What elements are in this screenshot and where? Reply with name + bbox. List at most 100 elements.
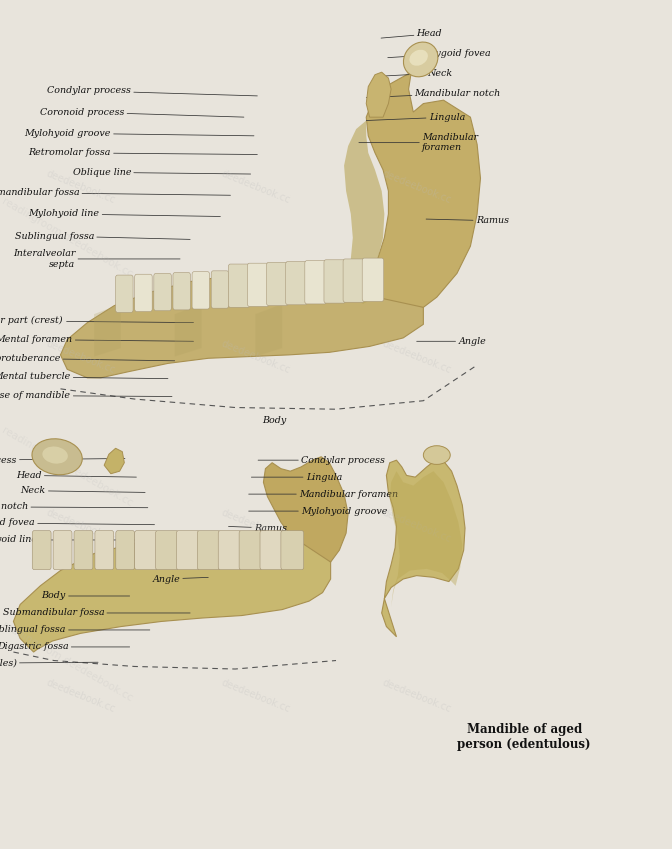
- Polygon shape: [344, 121, 384, 304]
- Text: Oblique line: Oblique line: [73, 168, 251, 177]
- Text: Ramus: Ramus: [228, 524, 287, 532]
- FancyBboxPatch shape: [281, 531, 304, 570]
- FancyBboxPatch shape: [211, 271, 228, 308]
- Text: Mylohyoid groove: Mylohyoid groove: [249, 507, 388, 515]
- Text: deedeebook.cc: deedeebook.cc: [219, 168, 292, 205]
- Text: Head: Head: [16, 471, 136, 480]
- Ellipse shape: [42, 447, 68, 464]
- FancyBboxPatch shape: [154, 273, 171, 311]
- Polygon shape: [382, 460, 465, 637]
- Polygon shape: [94, 304, 121, 357]
- Polygon shape: [366, 72, 480, 307]
- Text: Retromolar fossa: Retromolar fossa: [28, 149, 257, 157]
- Polygon shape: [255, 304, 282, 357]
- Text: Condylar process: Condylar process: [47, 87, 257, 96]
- Polygon shape: [104, 448, 124, 474]
- Text: Mandibular notch: Mandibular notch: [0, 503, 148, 511]
- FancyBboxPatch shape: [74, 531, 93, 570]
- Text: Pterygoid fovea: Pterygoid fovea: [0, 519, 155, 527]
- FancyBboxPatch shape: [305, 261, 327, 304]
- FancyBboxPatch shape: [228, 264, 250, 307]
- FancyBboxPatch shape: [53, 531, 72, 570]
- Text: Lingula: Lingula: [251, 473, 342, 481]
- FancyBboxPatch shape: [198, 531, 220, 570]
- Text: Digastric fossa: Digastric fossa: [0, 643, 130, 651]
- Text: Sublingual fossa: Sublingual fossa: [15, 232, 190, 240]
- Text: Angle: Angle: [417, 337, 486, 346]
- Text: Mandible of aged
person (edentulous): Mandible of aged person (edentulous): [458, 723, 591, 751]
- Text: Mandibular
foramen: Mandibular foramen: [359, 133, 478, 152]
- FancyBboxPatch shape: [239, 531, 262, 570]
- Text: deedeebook.cc: deedeebook.cc: [44, 168, 117, 205]
- Text: Mylohyoid line: Mylohyoid line: [0, 536, 145, 544]
- FancyBboxPatch shape: [32, 531, 51, 570]
- FancyBboxPatch shape: [116, 531, 134, 570]
- Text: readingroom.deedeebook.cc: readingroom.deedeebook.cc: [0, 621, 134, 704]
- Polygon shape: [390, 471, 462, 607]
- Text: Angle: Angle: [153, 575, 208, 583]
- Text: Sublingual fossa: Sublingual fossa: [0, 626, 150, 634]
- FancyBboxPatch shape: [247, 263, 269, 306]
- Text: Neck: Neck: [378, 69, 452, 77]
- FancyBboxPatch shape: [155, 531, 178, 570]
- Text: Mental protuberance: Mental protuberance: [0, 354, 175, 363]
- Polygon shape: [175, 304, 202, 357]
- Text: deedeebook.cc: deedeebook.cc: [380, 338, 453, 375]
- Text: Alveolar part (crest): Alveolar part (crest): [0, 317, 194, 325]
- Text: Neck: Neck: [21, 486, 145, 495]
- Text: deedeebook.cc: deedeebook.cc: [44, 338, 117, 375]
- Text: deedeebook.cc: deedeebook.cc: [219, 338, 292, 375]
- Text: Superior and inferior mental spines (genial tubercles): Superior and inferior mental spines (gen…: [0, 660, 98, 668]
- Polygon shape: [60, 273, 423, 378]
- FancyBboxPatch shape: [286, 261, 307, 305]
- Text: deedeebook.cc: deedeebook.cc: [219, 678, 292, 715]
- Text: Coronoid process: Coronoid process: [0, 456, 125, 464]
- Text: Mylohyoid groove: Mylohyoid groove: [24, 129, 254, 138]
- Text: Condylar process: Condylar process: [258, 456, 385, 464]
- Text: readingroom.deedeebook.cc: readingroom.deedeebook.cc: [0, 425, 134, 509]
- Polygon shape: [13, 533, 331, 652]
- Polygon shape: [263, 457, 348, 562]
- Text: Base of mandible: Base of mandible: [0, 391, 172, 400]
- Text: deedeebook.cc: deedeebook.cc: [44, 508, 117, 545]
- Text: deedeebook.cc: deedeebook.cc: [380, 168, 453, 205]
- FancyBboxPatch shape: [95, 531, 114, 570]
- FancyBboxPatch shape: [116, 275, 133, 312]
- Text: Head: Head: [381, 30, 442, 38]
- Text: deedeebook.cc: deedeebook.cc: [44, 678, 117, 715]
- Polygon shape: [366, 72, 391, 117]
- FancyBboxPatch shape: [134, 531, 157, 570]
- Text: Submandibular fossa: Submandibular fossa: [3, 609, 190, 617]
- FancyBboxPatch shape: [343, 259, 365, 302]
- FancyBboxPatch shape: [173, 273, 190, 310]
- FancyBboxPatch shape: [260, 531, 283, 570]
- Text: Mylohyoid line: Mylohyoid line: [28, 210, 220, 218]
- Ellipse shape: [423, 446, 450, 464]
- Text: Interalveolar
septa: Interalveolar septa: [13, 250, 180, 268]
- FancyBboxPatch shape: [218, 531, 241, 570]
- Text: deedeebook.cc: deedeebook.cc: [380, 508, 453, 545]
- Ellipse shape: [403, 42, 438, 76]
- Text: Body: Body: [42, 592, 130, 600]
- Text: Pterygoid fovea: Pterygoid fovea: [388, 49, 491, 58]
- Text: readingroom.deedeebook.cc: readingroom.deedeebook.cc: [0, 196, 134, 279]
- Text: Lingula: Lingula: [366, 113, 465, 121]
- Text: Ramus: Ramus: [426, 216, 509, 225]
- Text: Mental tubercle: Mental tubercle: [0, 373, 168, 381]
- FancyBboxPatch shape: [177, 531, 200, 570]
- Ellipse shape: [409, 50, 428, 65]
- Text: deedeebook.cc: deedeebook.cc: [219, 508, 292, 545]
- Text: Mandibular notch: Mandibular notch: [366, 89, 501, 98]
- Text: Coronoid process: Coronoid process: [40, 108, 244, 117]
- Text: deedeebook.cc: deedeebook.cc: [380, 678, 453, 715]
- Ellipse shape: [32, 439, 82, 475]
- FancyBboxPatch shape: [324, 260, 345, 303]
- FancyBboxPatch shape: [362, 258, 384, 301]
- Text: Body: Body: [262, 416, 286, 425]
- FancyBboxPatch shape: [267, 262, 288, 306]
- Text: Submandibular fossa: Submandibular fossa: [0, 188, 230, 197]
- FancyBboxPatch shape: [134, 274, 152, 312]
- Text: Mental foramen: Mental foramen: [0, 335, 194, 344]
- Text: Mandibular foramen: Mandibular foramen: [249, 490, 398, 498]
- FancyBboxPatch shape: [192, 272, 210, 309]
